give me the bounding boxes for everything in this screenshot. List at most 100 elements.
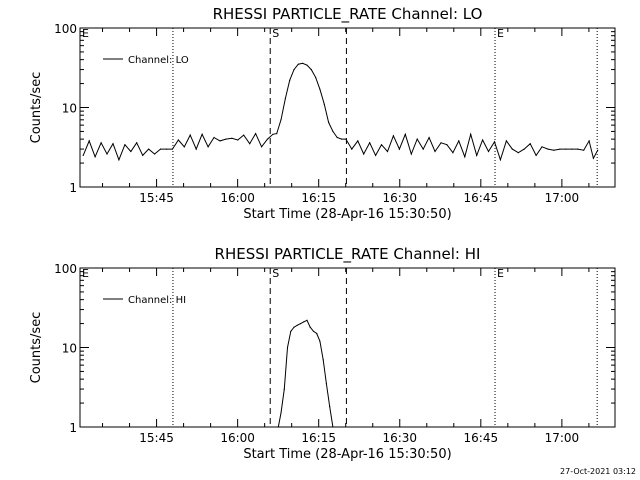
series-point <box>458 140 460 142</box>
x-tick-label: 15:45 <box>139 191 174 205</box>
plot-frame <box>79 267 616 428</box>
series-point <box>493 141 496 143</box>
series-point <box>410 153 412 155</box>
series-point <box>299 323 302 325</box>
series-line <box>277 319 334 428</box>
series-point <box>201 133 203 135</box>
x-tick-label: 16:45 <box>464 191 499 205</box>
series-point <box>130 150 132 153</box>
series-point <box>482 139 484 141</box>
series-point <box>148 148 150 150</box>
series-point <box>351 148 353 150</box>
marker-label: S <box>272 27 279 40</box>
marker-label: S <box>272 267 279 280</box>
series-point <box>336 136 338 139</box>
plot-timestamp: 27-Oct-2021 03:12 <box>560 467 636 476</box>
y-tick-label: 10 <box>62 102 77 116</box>
series-point <box>255 133 257 135</box>
series-point <box>207 146 209 148</box>
series-point <box>312 330 315 332</box>
marker-label: E <box>82 267 89 280</box>
series-point <box>332 426 334 428</box>
series-point <box>597 149 599 151</box>
series-point <box>277 426 279 428</box>
series-point <box>142 154 144 156</box>
series-point <box>529 143 531 145</box>
series-point <box>88 140 90 142</box>
series-point <box>225 138 227 140</box>
series-line <box>82 62 599 162</box>
series-point <box>505 140 507 142</box>
series-point <box>283 388 285 390</box>
series-point <box>280 119 282 121</box>
series-point <box>280 412 282 414</box>
series-point <box>392 135 394 137</box>
series-point <box>369 142 371 144</box>
series-point <box>592 157 595 159</box>
series-point <box>470 133 472 135</box>
series-point <box>440 142 442 144</box>
x-axis-label: Start Time (28-Apr-16 15:30:50) <box>243 207 451 222</box>
series-point <box>293 69 295 71</box>
series-point <box>261 146 263 148</box>
series-point <box>82 154 84 156</box>
series-point <box>165 148 168 150</box>
x-axis-label: Start Time (28-Apr-16 15:30:50) <box>243 447 451 462</box>
series-point <box>315 76 317 78</box>
chart-title: RHESSI PARTICLE_RATE Channel: HI <box>215 245 481 264</box>
series-point <box>310 69 312 71</box>
series-point <box>302 62 304 64</box>
series-point <box>306 319 308 321</box>
series-point <box>446 144 448 146</box>
series-point <box>511 148 513 150</box>
series-point <box>189 134 191 136</box>
series-point <box>363 153 365 155</box>
series-point <box>118 159 120 161</box>
series-point <box>159 148 162 150</box>
series-point <box>171 148 173 150</box>
series-point <box>316 332 318 335</box>
series-point <box>296 324 298 326</box>
x-tick-label: 15:45 <box>139 431 174 445</box>
y-tick-label: 10 <box>62 342 77 356</box>
series-point <box>94 156 96 158</box>
series-point <box>541 146 543 148</box>
series-point <box>577 148 579 150</box>
series-point <box>309 326 311 328</box>
legend-label: Channel: HI <box>128 295 186 306</box>
series-point <box>523 148 525 150</box>
x-tick-label: 16:30 <box>382 431 417 445</box>
series-point <box>306 64 308 66</box>
series-point <box>386 150 389 153</box>
series-point <box>213 136 215 139</box>
series-point <box>398 148 400 150</box>
series-point <box>476 154 478 156</box>
series-point <box>328 121 330 123</box>
series-point <box>303 321 305 323</box>
series-point <box>272 133 274 135</box>
series-point <box>290 330 292 332</box>
series-point <box>297 63 299 65</box>
hi-channel-panel: RHESSI PARTICLE_RATE Channel: HI Start Ti… <box>29 245 616 462</box>
series-point <box>375 154 377 156</box>
y-tick-label: 1 <box>69 181 77 195</box>
series-point <box>428 136 430 139</box>
series-point <box>183 146 185 148</box>
series-point <box>571 148 573 150</box>
y-tick-label: 100 <box>54 22 77 36</box>
series-point <box>237 139 239 141</box>
series-point <box>452 152 454 154</box>
series-point <box>341 138 343 140</box>
series-point <box>319 88 321 90</box>
series-point <box>332 130 334 132</box>
series-point <box>422 148 424 150</box>
y-tick-label: 1 <box>69 421 77 435</box>
plot-frame <box>79 27 616 188</box>
x-tick-label: 16:15 <box>301 431 336 445</box>
series-point <box>357 140 359 142</box>
y-axis-label: Counts/sec <box>29 312 44 384</box>
series-point <box>535 154 537 156</box>
series-point <box>266 138 269 140</box>
series-point <box>195 148 197 150</box>
x-tick-label: 16:30 <box>382 191 417 205</box>
